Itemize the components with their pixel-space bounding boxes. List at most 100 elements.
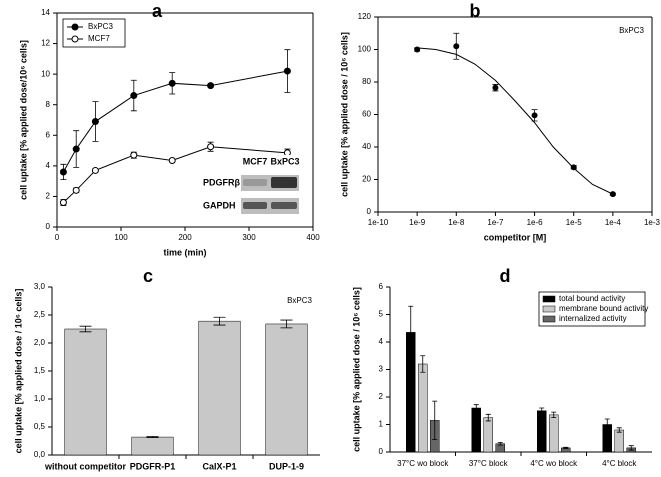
y-tick-label: 1 [379, 420, 384, 429]
legend-label: BxPC3 [88, 22, 113, 31]
error-bar [420, 355, 426, 373]
marker [91, 166, 99, 174]
bar [418, 363, 428, 453]
bar [198, 320, 241, 456]
y-tick-label: 6 [379, 282, 384, 291]
x-tick-label: 37°C wo block [397, 459, 449, 468]
x-tick-label: 1e-8 [448, 218, 465, 227]
annotation: BxPC3 [619, 26, 644, 35]
error-bar [563, 446, 569, 449]
x-tick-label: 4°C block [602, 459, 637, 468]
point [609, 191, 616, 198]
y-tick-label: 2,0 [34, 338, 46, 347]
legend-label: MCF7 [88, 34, 110, 43]
marker [72, 186, 80, 194]
y-tick-label: 40 [362, 142, 371, 151]
legend-box [538, 291, 646, 327]
x-tick-label: without competitor [44, 461, 126, 471]
band [243, 202, 267, 209]
x-tick-label: 1e-10 [368, 218, 389, 227]
x-tick-label: 1e-7 [487, 218, 504, 227]
x-tick-label: 1e-6 [527, 218, 544, 227]
y-tick-label: 12 [41, 39, 50, 48]
bar [549, 414, 559, 453]
bar [471, 407, 481, 453]
x-tick-label: PDGFR-P1 [130, 461, 176, 471]
error-bar [79, 325, 92, 333]
point [531, 112, 538, 119]
point [570, 164, 577, 171]
error-bar [408, 305, 414, 359]
x-tick-label: DUP-1-9 [269, 461, 304, 471]
y-tick-label: 2,5 [34, 310, 46, 319]
point [453, 43, 460, 50]
marker [59, 199, 67, 207]
panel-label: c [143, 266, 153, 286]
bar [131, 436, 174, 456]
error-bar [551, 411, 557, 419]
band [271, 177, 297, 188]
y-tick-label: 0,5 [34, 422, 46, 431]
y-tick-label: 0 [46, 222, 51, 231]
bar [614, 429, 624, 453]
legend-marker [71, 35, 79, 43]
y-tick-label: 4 [46, 161, 51, 170]
marker [59, 168, 67, 176]
y-tick-label: 1,0 [34, 394, 46, 403]
panel-label: d [500, 266, 511, 286]
error-bar [616, 427, 622, 433]
x-tick-label: 300 [242, 233, 256, 242]
inset-row: PDGFRβ [203, 177, 241, 187]
point [414, 46, 421, 53]
y-tick-label: 3,0 [34, 282, 46, 291]
legend-swatch [542, 295, 556, 303]
legend-box [62, 18, 126, 48]
marker [91, 118, 99, 126]
error-bar [432, 400, 438, 441]
marker [207, 82, 215, 90]
panel-label: b [470, 1, 481, 21]
y-tick-label: 8 [46, 100, 51, 109]
legend: BxPC3 MCF7 [62, 18, 126, 48]
legend-label: internalized activity [559, 314, 627, 323]
error-bar [280, 319, 293, 329]
legend-label: total bound activity [559, 294, 625, 303]
legend-swatch [542, 315, 556, 323]
error-bar [473, 404, 479, 412]
marker [283, 149, 291, 157]
annotation: BxPC3 [287, 296, 312, 305]
marker [283, 67, 291, 75]
error-bar [604, 418, 610, 431]
bar [64, 328, 107, 456]
y-tick-label: 60 [362, 110, 371, 119]
error-bar [485, 413, 491, 422]
y-tick-label: 5 [379, 310, 384, 319]
inset-row: GAPDH [203, 200, 236, 210]
y-tick-label: 0 [379, 447, 384, 456]
y-tick-label: 2 [379, 392, 384, 401]
error-bar [497, 441, 503, 446]
x-tick-label: 4°C wo block [530, 459, 578, 468]
y-tick-label: 120 [358, 12, 372, 21]
x-tick-label: 200 [178, 233, 192, 242]
legend-label: membrane bound activity [559, 304, 648, 313]
y-axis-label: cell uptake [% applied dose / 10⁶ cells] [13, 289, 23, 454]
x-tick-label: 37°C block [469, 459, 509, 468]
marker [168, 79, 176, 87]
marker [168, 157, 176, 165]
error-bar [146, 436, 159, 439]
inset-column: MCF7 [243, 156, 268, 166]
inset-column: BxPC3 [270, 156, 299, 166]
legend-swatch [542, 305, 556, 313]
error-bar [539, 407, 545, 414]
y-tick-label: 2 [46, 192, 51, 201]
error-bar [628, 445, 634, 451]
bar [483, 417, 493, 453]
panel-label: a [152, 1, 163, 21]
y-tick-label: 14 [41, 8, 50, 17]
marker [130, 151, 138, 159]
x-tick-label: 1e-4 [605, 218, 622, 227]
band [243, 179, 267, 186]
